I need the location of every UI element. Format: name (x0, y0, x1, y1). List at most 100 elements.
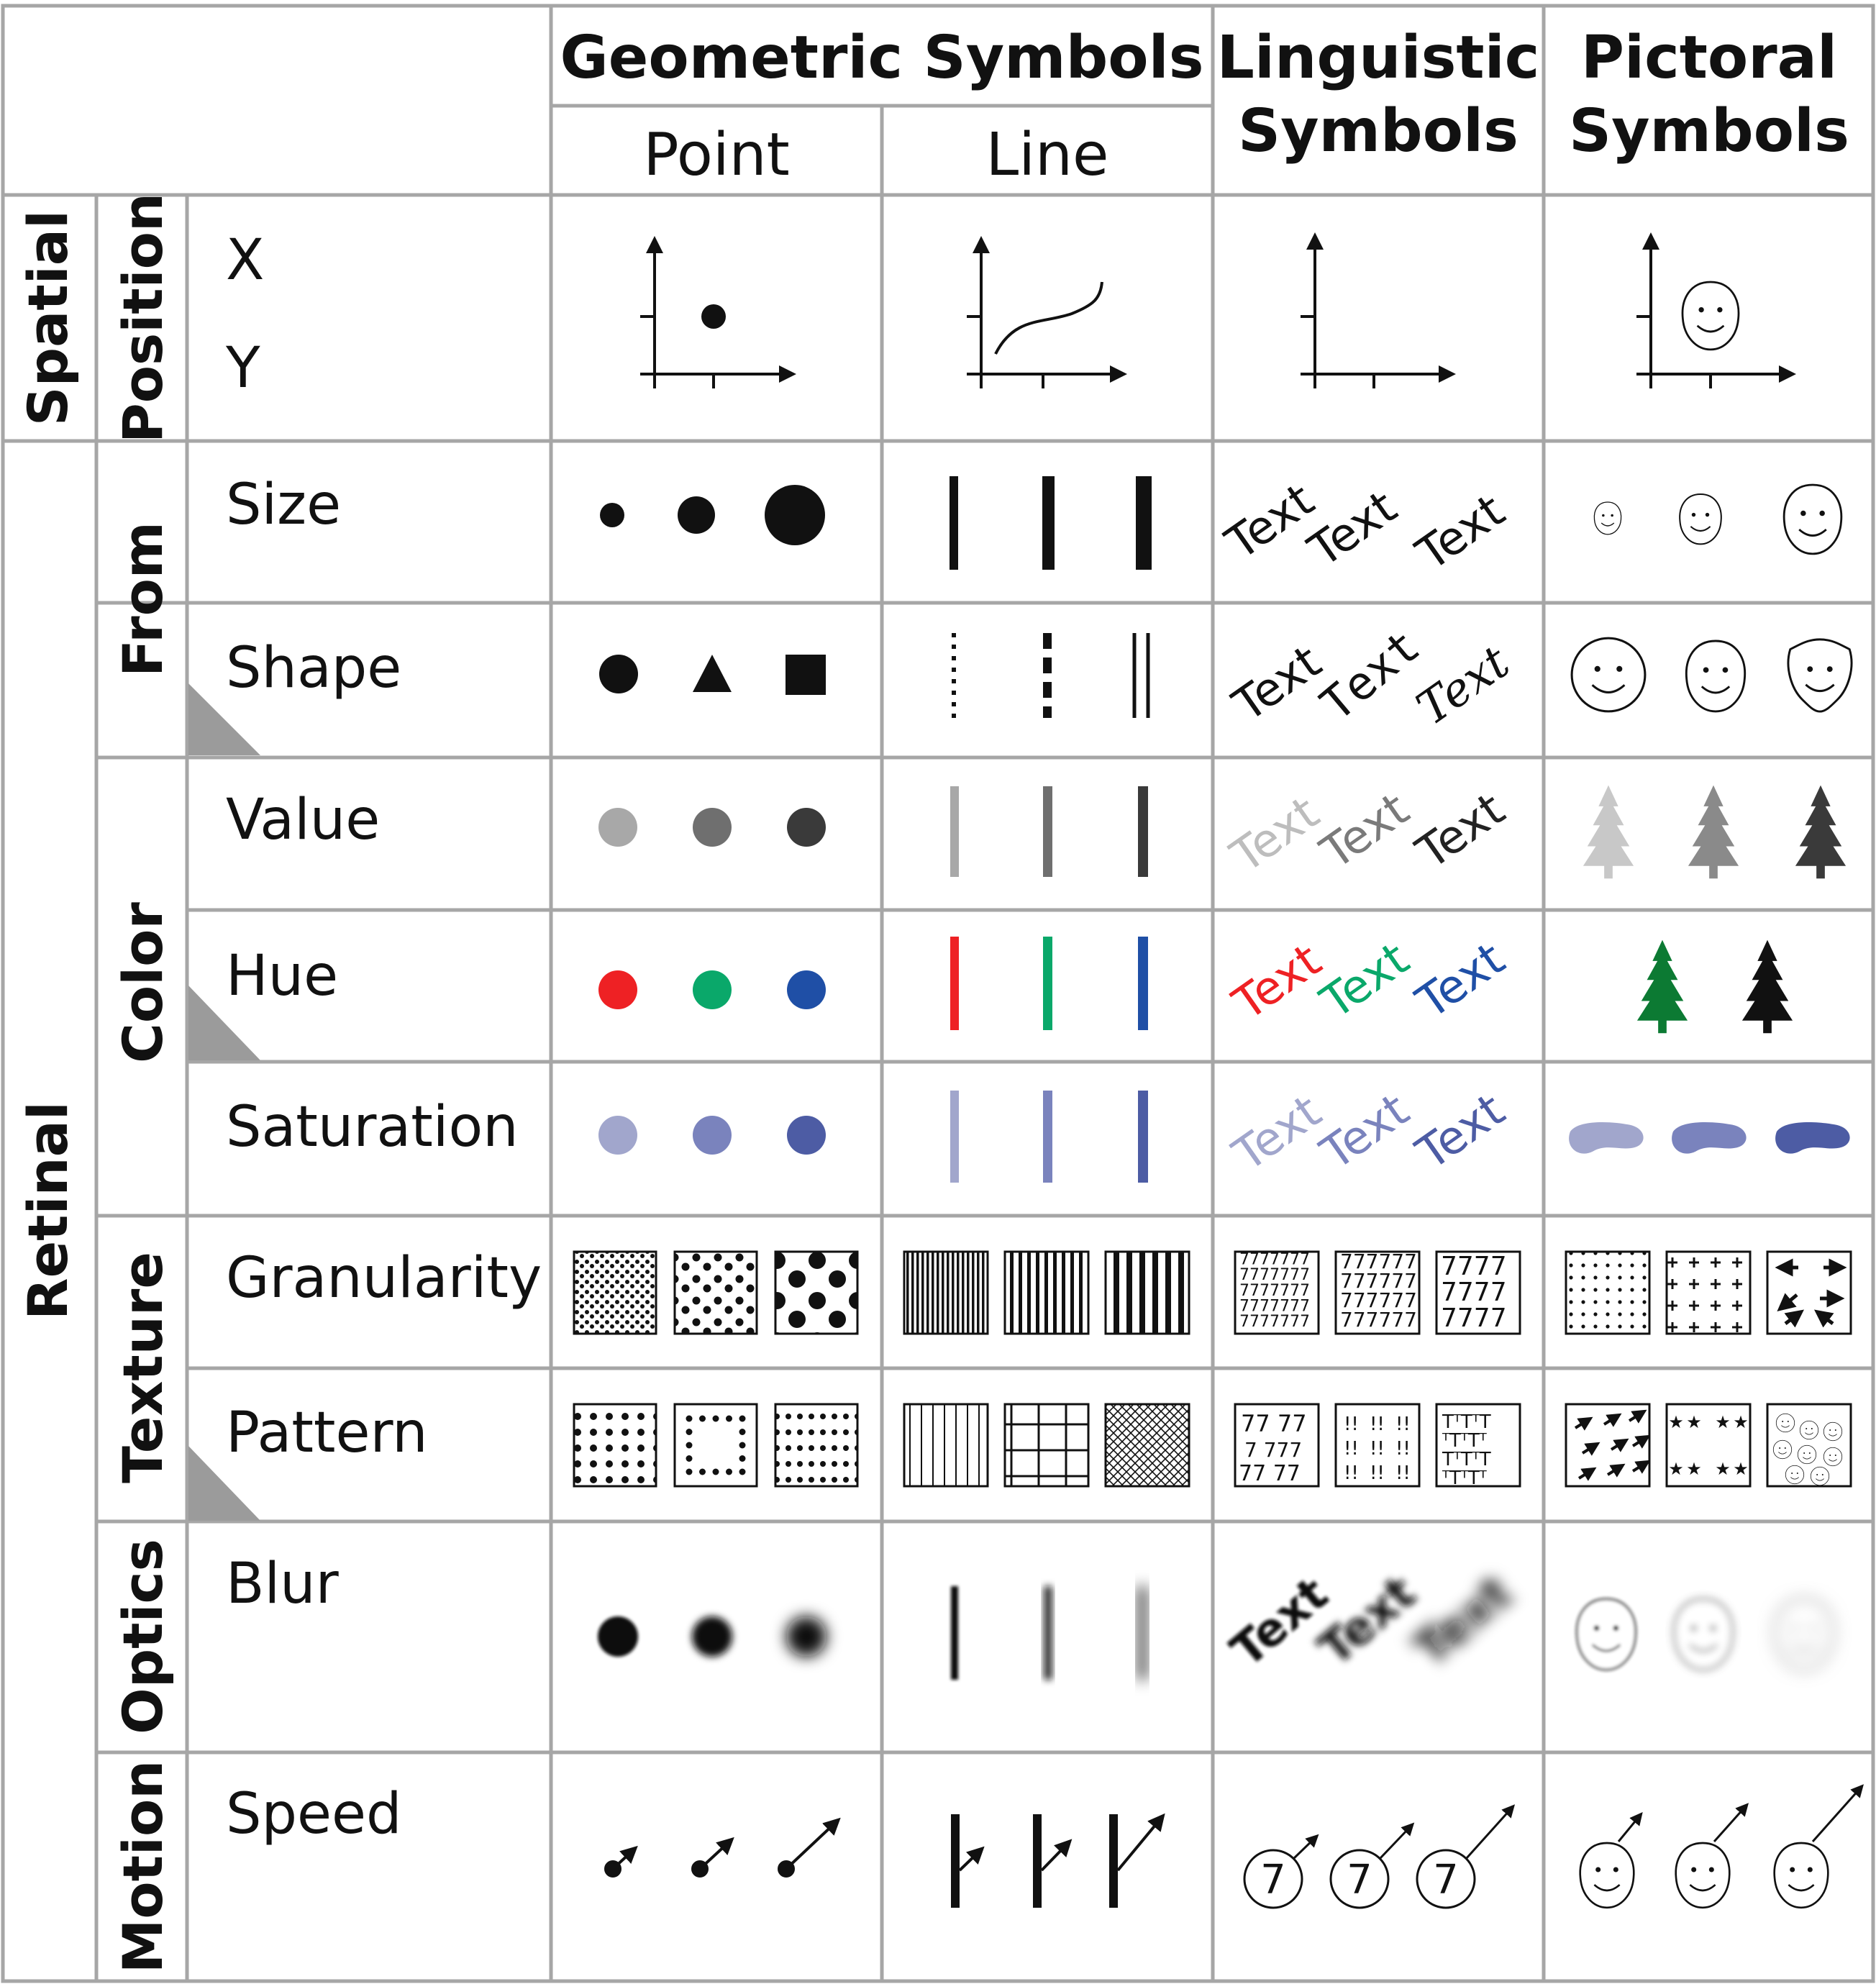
pattern-mark: !! (1344, 1462, 1359, 1484)
position-pictorial-cell (1636, 232, 1796, 388)
pattern-pictorial-cell: ★ ★ ★ ★★ ★ ★ ★ (1565, 1403, 1852, 1488)
blur-line-cell (951, 1586, 1146, 1680)
pattern-arrow (1577, 1467, 1597, 1481)
blur-linguistic-cell: Text Text Text (1221, 1566, 1522, 1678)
granularity-arrows (1775, 1258, 1847, 1328)
speed-point-cell (604, 1817, 841, 1878)
pattern-line-cell (903, 1403, 1190, 1488)
size-pictorial-cell (1593, 483, 1843, 555)
saturation-linguistic-cell: Text Text Text (1224, 1083, 1514, 1182)
variable-y: Y (225, 336, 260, 401)
arrow-icon (611, 1845, 638, 1870)
pattern-marks: !!!!!!!!!!!!!!!!!! (1344, 1414, 1411, 1484)
size-line-cell (950, 476, 1152, 570)
hue-point-cell (598, 970, 826, 1009)
blur-text-soft: Text (1405, 1566, 1522, 1676)
pattern-dot (739, 1455, 746, 1462)
pattern-mark: !! (1395, 1462, 1411, 1484)
value-line-cell (950, 786, 1148, 877)
texture-digit-row: 7777777 (1239, 1266, 1310, 1284)
table-grid (1, 4, 1875, 1983)
pattern-linguistic-cell: 77 777 77777 77 !!!!!!!!!!!!!!!!!! TᵀTᵀT… (1234, 1403, 1521, 1489)
header-geometric-symbols: Geometric Symbols (560, 24, 1203, 92)
pattern-arrow (1603, 1413, 1622, 1427)
granularity-pictorial-cell (1565, 1250, 1852, 1335)
pattern-face (1797, 1444, 1817, 1465)
shape-text-condensed: Text (1311, 619, 1431, 732)
group-spatial: Spatial (16, 210, 80, 426)
header-point: Point (643, 121, 790, 189)
shape-line-cell (952, 633, 1150, 718)
pattern-face (1772, 1439, 1793, 1460)
texture-digit-row: 777777 (1340, 1308, 1417, 1332)
pattern-mark: !! (1395, 1414, 1411, 1435)
shape-linguistic-cell: Text Text Text (1224, 619, 1519, 736)
variable-pattern: Pattern (226, 1401, 428, 1465)
variable-blur: Blur (226, 1552, 340, 1616)
pattern-arrows (1574, 1409, 1651, 1481)
granularity-line-cell (903, 1250, 1190, 1335)
dot-icon (701, 304, 726, 329)
value-text-dark: Text (1407, 783, 1514, 880)
speed-line-cell (951, 1813, 1165, 1908)
pattern-letter-row: TᵀTᵀT (1442, 1411, 1491, 1433)
texture-digit-row: 777777 (1340, 1288, 1417, 1312)
shape-text-regular: Text (1224, 635, 1331, 732)
pattern-face (1775, 1413, 1795, 1433)
saturation-text-mid: Text (1311, 1083, 1419, 1180)
pattern-digit-row: 7 777 (1244, 1438, 1302, 1462)
pattern-dot (739, 1429, 746, 1435)
pattern-face (1799, 1420, 1819, 1440)
granularity-point-cell (573, 1250, 859, 1335)
variable-saturation: Saturation (226, 1095, 519, 1160)
pattern-star: ★ (1668, 1459, 1684, 1479)
header-pictorial-1: Pictoral (1581, 24, 1837, 92)
saturation-text-low: Text (1224, 1085, 1331, 1182)
pattern-dot (686, 1429, 693, 1435)
variable-hue: Hue (226, 944, 338, 1009)
pattern-face (1823, 1421, 1843, 1442)
pattern-star: ★ (1686, 1459, 1702, 1479)
variable-shape: Shape (226, 636, 401, 701)
pattern-arrow (1631, 1434, 1651, 1449)
category-position: Position (111, 193, 175, 443)
pattern-dot (686, 1468, 693, 1475)
size-linguistic-cell: Text Text Text (1216, 473, 1514, 581)
pattern-mark: !! (1395, 1438, 1411, 1460)
saturation-line-cell (950, 1091, 1148, 1183)
pattern-star: ★ (1715, 1412, 1731, 1432)
size-text-medium: Text (1299, 481, 1406, 578)
pattern-star: ★ (1733, 1412, 1749, 1432)
hue-linguistic-cell: Text Text Text (1224, 932, 1514, 1031)
texture-swatch-icon (573, 1250, 657, 1335)
pattern-point-cell (573, 1403, 859, 1488)
color-corner-triangle (188, 986, 260, 1060)
texture-digit-row: 7777777 (1239, 1282, 1310, 1300)
saturation-text-high: Text (1407, 1083, 1514, 1180)
shape-text-italic: Text (1408, 636, 1519, 737)
category-motion: Motion (111, 1760, 175, 1974)
variable-value: Value (226, 788, 380, 852)
pattern-face (1785, 1465, 1805, 1485)
value-point-cell (598, 808, 826, 847)
texture-digit-row: 777777 (1340, 1250, 1417, 1273)
header-pictorial-2: Symbols (1569, 97, 1849, 165)
position-linguistic-cell (1301, 232, 1456, 388)
texture-corner-triangle (188, 1446, 260, 1521)
texture-digit-row: 7777 (1441, 1303, 1507, 1333)
pattern-mark: !! (1344, 1414, 1359, 1435)
pattern-arrow (1581, 1442, 1600, 1456)
pattern-dot (686, 1455, 693, 1462)
size-text-large: Text (1407, 484, 1514, 581)
shape-point-cell (599, 655, 826, 695)
header-linguistic-2: Symbols (1238, 97, 1518, 165)
category-optics: Optics (111, 1539, 175, 1734)
pattern-arrow (1574, 1416, 1593, 1431)
size-text-small: Text (1216, 473, 1324, 570)
